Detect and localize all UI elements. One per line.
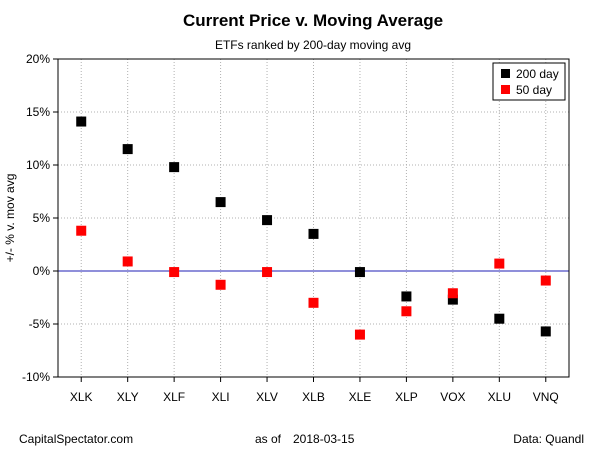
y-axis-label: +/- % v. mov avg bbox=[3, 174, 17, 263]
data-points bbox=[76, 116, 551, 340]
footer-date: 2018-03-15 bbox=[293, 432, 355, 446]
point-200-day-xlk bbox=[76, 116, 87, 127]
point-50-day-xlp bbox=[401, 306, 412, 317]
point-200-day-xlu bbox=[494, 313, 505, 324]
footer-data-credit: Data: Quandl bbox=[513, 432, 584, 446]
grid-lines bbox=[58, 59, 569, 377]
point-50-day-xlv bbox=[262, 267, 273, 278]
point-50-day-vox bbox=[447, 288, 458, 299]
point-200-day-vox bbox=[447, 294, 458, 305]
point-200-day-xle bbox=[354, 267, 365, 278]
x-tick-label-xlu: XLU bbox=[488, 390, 511, 404]
legend-swatch-200-day bbox=[501, 69, 510, 78]
chart-subtitle: ETFs ranked by 200-day moving avg bbox=[215, 38, 411, 52]
x-tick-label-xlf: XLF bbox=[163, 390, 185, 404]
point-50-day-xli bbox=[215, 279, 226, 290]
point-50-day-xlb bbox=[308, 297, 319, 308]
x-tick-label-xlv: XLV bbox=[256, 390, 278, 404]
point-200-day-xlf bbox=[169, 162, 180, 173]
point-200-day-xlb bbox=[308, 228, 319, 239]
point-50-day-xlu bbox=[494, 258, 505, 269]
y-tick-label: -10% bbox=[22, 370, 50, 384]
point-50-day-xly bbox=[122, 256, 133, 267]
point-200-day-xlp bbox=[401, 291, 412, 302]
point-50-day-xlf bbox=[169, 267, 180, 278]
point-200-day-xlv bbox=[262, 215, 273, 226]
footer-source: CapitalSpectator.com bbox=[19, 432, 133, 446]
x-tick-label-xli: XLI bbox=[212, 390, 230, 404]
x-tick-label-vnq: VNQ bbox=[533, 390, 559, 404]
y-tick-label: 10% bbox=[26, 158, 50, 172]
y-tick-label: -5% bbox=[29, 317, 51, 331]
legend: 200 day 50 day bbox=[492, 62, 566, 101]
y-tick-label: 0% bbox=[33, 264, 51, 278]
chart-title: Current Price v. Moving Average bbox=[183, 11, 443, 30]
point-50-day-xle bbox=[354, 329, 365, 340]
legend-label-50-day: 50 day bbox=[516, 83, 552, 97]
x-tick-label-xlp: XLP bbox=[395, 390, 418, 404]
y-tick-label: 15% bbox=[26, 105, 50, 119]
point-200-day-vnq bbox=[540, 326, 551, 337]
point-50-day-vnq bbox=[540, 275, 551, 286]
point-50-day-xlk bbox=[76, 225, 87, 236]
point-200-day-xli bbox=[215, 197, 226, 208]
y-tick-label: 20% bbox=[26, 52, 50, 66]
legend-label-200-day: 200 day bbox=[516, 67, 559, 81]
axis-ticks: -10% -5% 0% 5% 10% 15% 20% XLK XLY XLF XLI XLV XLB XL… bbox=[22, 52, 559, 404]
legend-swatch-50-day bbox=[501, 85, 510, 94]
x-tick-label-xle: XLE bbox=[349, 390, 372, 404]
y-tick-label: 5% bbox=[33, 211, 51, 225]
x-tick-label-vox: VOX bbox=[440, 390, 465, 404]
x-tick-label-xlb: XLB bbox=[302, 390, 325, 404]
x-tick-label-xlk: XLK bbox=[70, 390, 93, 404]
x-tick-label-xly: XLY bbox=[117, 390, 139, 404]
point-200-day-xly bbox=[122, 144, 133, 155]
footer-date-prefix: as of bbox=[255, 432, 282, 446]
